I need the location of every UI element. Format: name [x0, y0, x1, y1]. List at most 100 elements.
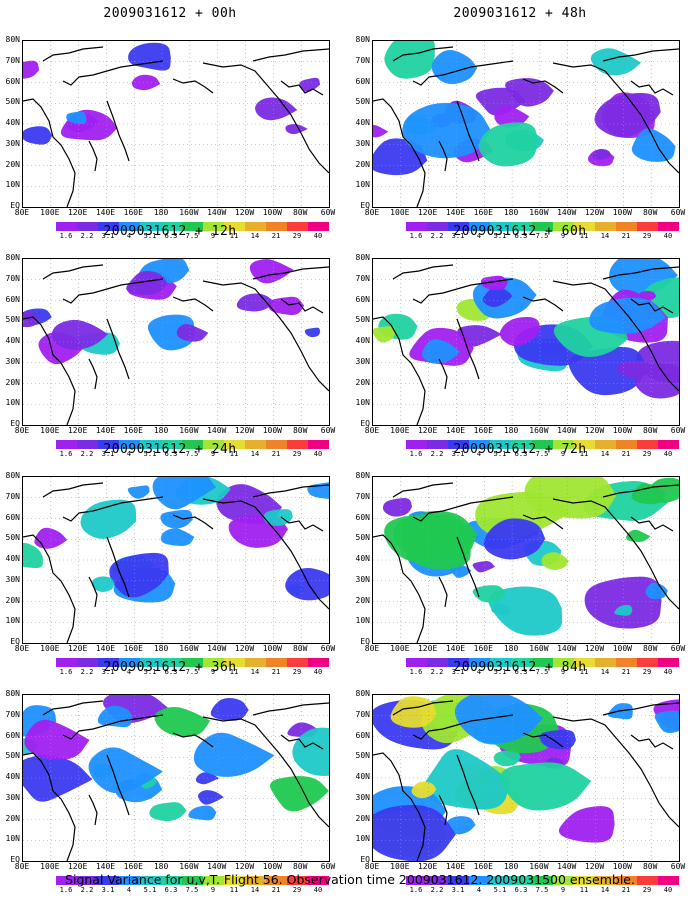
colorbar-label: 9: [560, 886, 566, 894]
colorbar-swatch: [406, 876, 427, 885]
panel-title: 2009031612 + 84h: [453, 660, 587, 675]
variance-contour: [88, 747, 164, 794]
lon-label: 60W: [670, 426, 686, 435]
variance-contour: [643, 477, 679, 503]
variance-contour: [270, 776, 329, 812]
variance-contour: [292, 727, 329, 776]
colorbar-swatch: [427, 876, 448, 885]
coastline: [252, 702, 329, 716]
colorbar-swatch: [490, 440, 511, 449]
colorbar-swatch: [637, 876, 658, 885]
colorbar-label: 11: [229, 886, 239, 894]
lat-label: 60N: [355, 730, 370, 740]
variance-contour: [23, 311, 40, 328]
coastline: [88, 794, 98, 826]
variance-contour: [80, 499, 137, 539]
variance-contour: [454, 695, 543, 744]
variance-field: [373, 695, 679, 861]
coastline: [280, 298, 324, 314]
colorbar: 1.6 2.2 3.1 4 5.1 6.3 7.5 9 11 14 21 29 40: [406, 658, 679, 676]
variance-contour: [210, 698, 249, 721]
colorbar-swatch: [490, 876, 511, 885]
lon-label: 120W: [234, 862, 255, 871]
lat-label: 40N: [5, 118, 20, 127]
colorbar-swatch: [161, 222, 182, 231]
colorbar-swatch: [427, 658, 448, 667]
colorbar-label: 21: [271, 668, 281, 676]
lon-label: 80W: [292, 862, 308, 871]
lat-label: 30N: [5, 356, 20, 366]
lon-label: 160E: [123, 862, 143, 871]
colorbar-label: 6.3: [514, 450, 528, 458]
colorbar-label: 29: [292, 668, 302, 676]
coastline: [602, 702, 679, 716]
colorbar-label: 9: [560, 232, 566, 240]
colorbar-label: 1.6: [409, 232, 423, 240]
colorbar-swatch: [406, 658, 427, 667]
colorbar-swatch: [287, 222, 308, 231]
coastline: [373, 98, 426, 207]
lat-label: 80N: [355, 471, 370, 480]
lon-label: 140W: [207, 644, 227, 653]
variance-contour: [558, 806, 615, 843]
coastline: [456, 754, 480, 816]
forecast-panel: 2009031612 + 24h 80N 70N 60N 50N 40N 30N 20N 10N…: [0, 436, 340, 676]
colorbar-label: 6.3: [514, 232, 528, 240]
colorbar-label: 29: [642, 886, 652, 894]
lat-label: 50N: [5, 315, 20, 325]
colorbar-label: 1.6: [409, 886, 423, 894]
panel-title: 2009031612 + 60h: [453, 224, 587, 239]
lon-label: 140W: [557, 644, 577, 653]
lon-label: 160W: [529, 644, 549, 653]
lat-label: 40N: [355, 772, 370, 781]
lon-label: 60W: [320, 862, 336, 871]
lon-label: 120E: [67, 862, 88, 871]
lat-label: 50N: [355, 97, 370, 107]
forecast-panel: 2009031612 + 36h 80N 70N 60N 50N 40N 30N 20N 10N…: [0, 654, 340, 894]
colorbar-label: 2.2: [430, 886, 444, 894]
panel-title: 2009031612 + 12h: [103, 224, 237, 239]
variance-contour: [480, 275, 508, 291]
coastline: [438, 140, 448, 172]
lat-label: 60N: [5, 512, 20, 522]
lat-label: EQ: [360, 855, 370, 864]
lat-label: 30N: [355, 356, 370, 366]
map-area: [22, 476, 330, 644]
coastline: [23, 98, 76, 207]
colorbar-swatch: [119, 440, 140, 449]
lat-label: 30N: [355, 792, 370, 802]
lon-label: 80E: [14, 644, 30, 653]
colorbar-label: 29: [292, 232, 302, 240]
map-area: [22, 258, 330, 426]
colorbar-label: 40: [663, 886, 673, 894]
coastline: [602, 48, 679, 62]
forecast-panel: 2009031612 + 72h 80N 70N 60N 50N 40N 30N 20N 10N…: [350, 436, 690, 676]
coastline: [392, 700, 454, 716]
variance-contour: [494, 105, 530, 128]
lat-label: 20N: [355, 595, 370, 605]
colorbar: 1.6 2.2 3.1 4 5.1 6.3 7.5 9 11 14 21 29 40: [406, 222, 679, 240]
coastline: [602, 266, 679, 280]
lat-label: 80N: [5, 35, 20, 44]
coastline: [172, 514, 214, 530]
colorbar-swatch: [469, 222, 490, 231]
variance-contour: [472, 585, 506, 603]
lat-label: 70N: [5, 709, 20, 719]
lon-labels: 80E 100E 120E 140E 160E 180 160W 140W 120W 100W 80…: [14, 426, 338, 436]
variance-contour: [373, 804, 456, 861]
lon-label: 100W: [262, 862, 282, 871]
variance-contour: [255, 97, 298, 121]
lat-label: 40N: [5, 772, 20, 781]
colorbar-swatch: [119, 658, 140, 667]
coastline: [280, 516, 324, 532]
lon-label: 160W: [179, 208, 199, 217]
lat-label: 10N: [355, 398, 370, 408]
colorbar-swatch: [77, 876, 98, 885]
coastline: [522, 78, 564, 94]
colorbar-label: 11: [579, 232, 589, 240]
colorbar-label: 7.5: [535, 886, 549, 894]
colorbar-label: 21: [621, 450, 631, 458]
colorbar-label: 40: [663, 668, 673, 676]
lon-label: 120E: [417, 644, 438, 653]
colorbar-swatch: [308, 658, 329, 667]
